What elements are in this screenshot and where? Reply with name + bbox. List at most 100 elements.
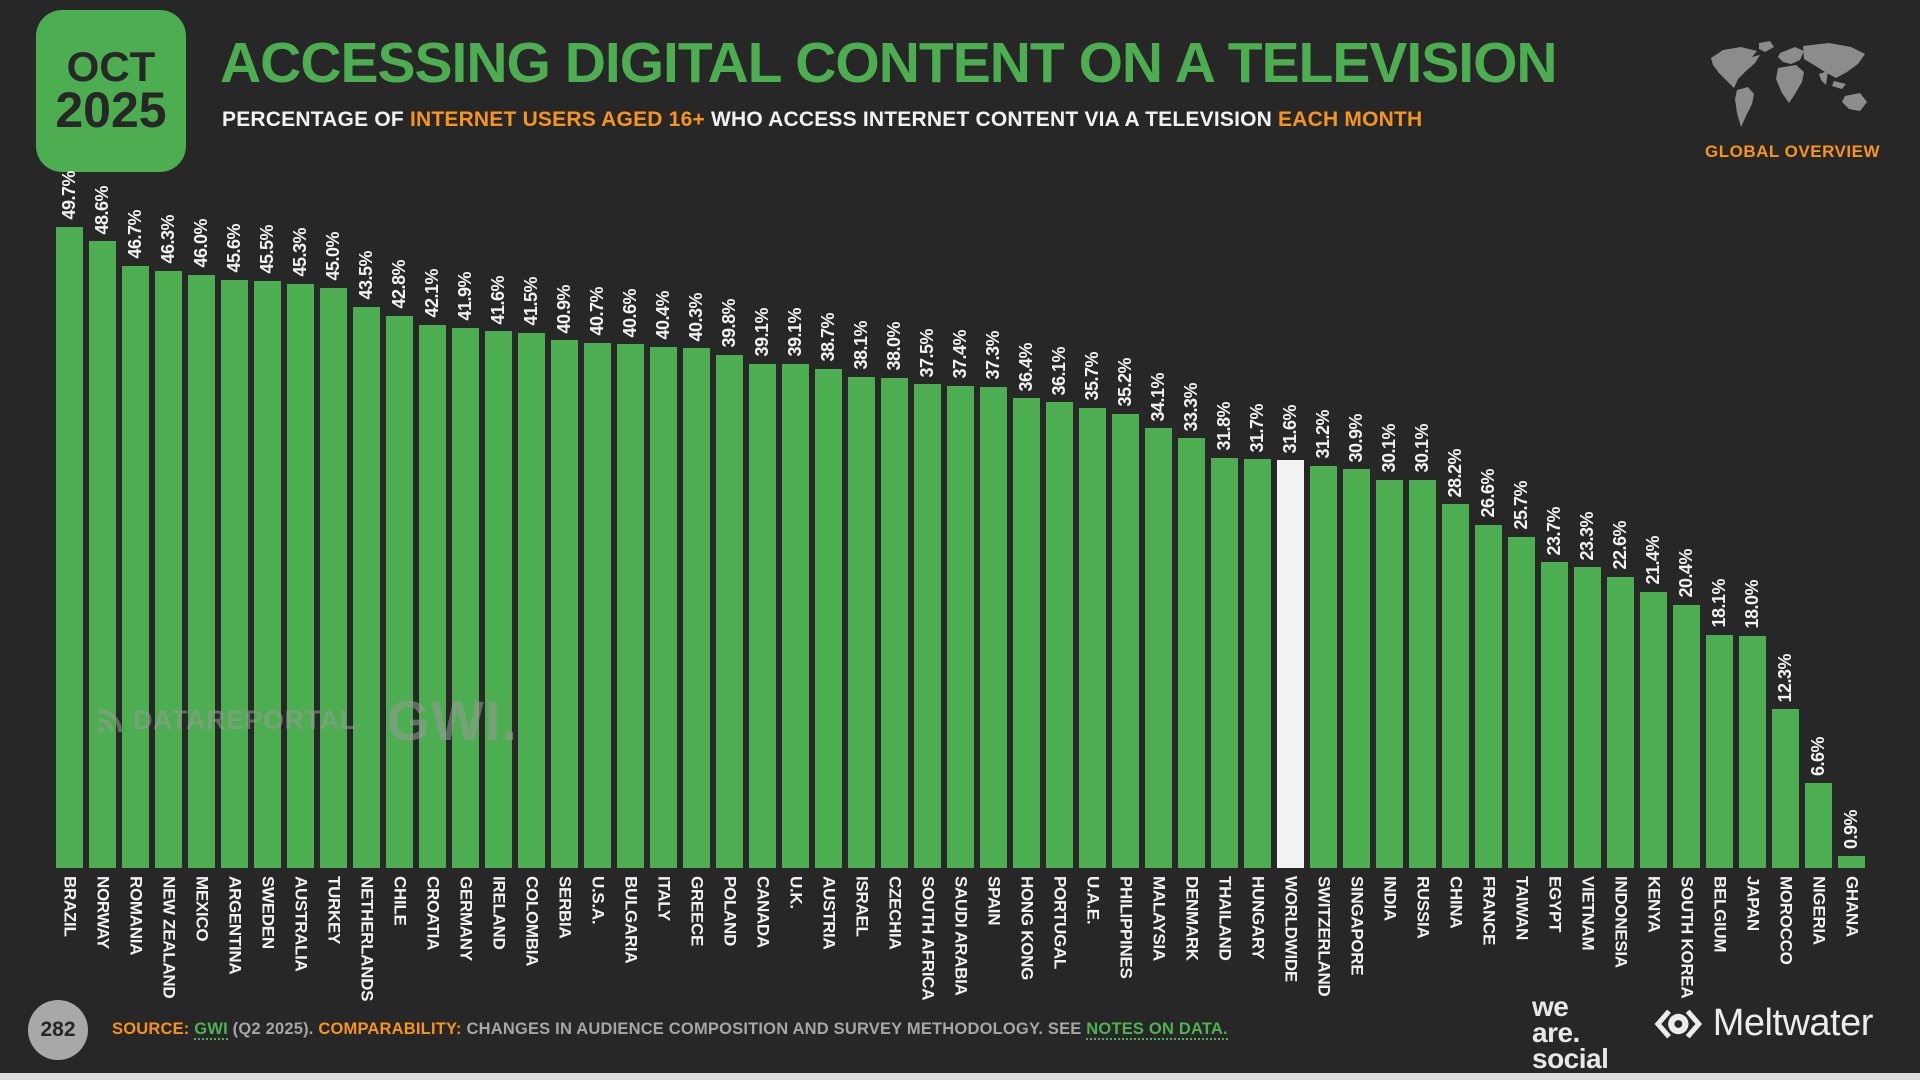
country-label-slot: CHILE	[390, 868, 410, 1068]
country-label-slot: NORWAY	[93, 868, 113, 1068]
bar-value-label: 31.8%	[1214, 402, 1234, 451]
bar	[1541, 562, 1568, 868]
bar-column: 28.2% CHINA	[1442, 160, 1469, 1068]
country-label-slot: BRAZIL	[60, 868, 80, 1068]
bar-value-label: 31.7%	[1247, 403, 1267, 453]
bar-country-label: MEXICO	[192, 876, 212, 942]
bar	[1706, 634, 1733, 868]
bar-country-label: WORLDWIDE	[1281, 876, 1301, 982]
bar-column: 39.1% CANADA	[749, 160, 776, 1068]
bar	[980, 386, 1007, 868]
bar-country-label: BULGARIA	[621, 876, 641, 964]
bar	[716, 354, 743, 868]
bar-column: 30.1% INDIA	[1376, 160, 1403, 1068]
bar-country-label: HUNGARY	[1248, 876, 1268, 960]
world-map-icon	[1710, 41, 1867, 127]
bar	[782, 363, 809, 868]
meltwater-logo: Meltwater	[1652, 1002, 1873, 1045]
bar-column: 43.5% NETHERLANDS	[353, 160, 380, 1068]
source-link[interactable]: GWI	[194, 1020, 228, 1040]
bar-country-label: NEW ZEALAND	[159, 876, 179, 999]
bar-country-label: ROMANIA	[126, 876, 146, 956]
bar-column: 40.3% GREECE	[683, 160, 710, 1068]
country-label-slot: VIETNAM	[1578, 868, 1598, 1068]
bar-column: 18.0% JAPAN	[1739, 160, 1766, 1068]
bar	[650, 346, 677, 868]
bar-column: 42.1% CROATIA	[419, 160, 446, 1068]
bar-country-label: INDIA	[1380, 876, 1400, 921]
bar-country-label: GERMANY	[456, 876, 476, 961]
country-label-slot: INDONESIA	[1611, 868, 1631, 1068]
bar	[56, 226, 83, 868]
bar-country-label: AUSTRIA	[819, 876, 839, 950]
bar-column: 37.5% SOUTH AFRICA	[914, 160, 941, 1068]
bar-column: 40.7% U.S.A.	[584, 160, 611, 1068]
date-badge-year: 2025	[55, 82, 167, 139]
bar-column: 0.9% GHANA	[1838, 160, 1865, 1068]
bar	[188, 274, 215, 868]
page-title: ACCESSING DIGITAL CONTENT ON A TELEVISIO…	[220, 31, 1558, 95]
bar-column: 31.7% HUNGARY	[1244, 160, 1271, 1068]
bar-country-label: U.S.A.	[588, 876, 608, 925]
bar-country-label: IRELAND	[489, 876, 509, 950]
country-label-slot: GHANA	[1842, 868, 1862, 1068]
source-link[interactable]: NOTES ON DATA.	[1086, 1020, 1228, 1040]
bar-value-label: 45.0%	[323, 231, 343, 281]
bar	[1046, 402, 1073, 868]
bottom-strip	[0, 1073, 1920, 1080]
bar-column: 42.8% CHILE	[386, 160, 413, 1068]
country-label-slot: GREECE	[687, 868, 707, 1068]
bar-country-label: SPAIN	[984, 876, 1004, 926]
bar-column: 31.2% SWITZERLAND	[1310, 160, 1337, 1068]
country-label-slot: U.A.E.	[1083, 868, 1103, 1068]
bar-value-label: 18.0%	[1742, 580, 1762, 629]
bar-country-label: ISRAEL	[852, 876, 872, 937]
bar-value-label: 38.1%	[851, 320, 871, 370]
bar-country-label: ITALY	[654, 876, 674, 921]
bar-value-label: 46.7%	[125, 210, 145, 259]
bar	[485, 331, 512, 868]
country-label-slot: SPAIN	[984, 868, 1004, 1068]
country-label-slot: CROATIA	[423, 868, 443, 1068]
country-label-slot: NETHERLANDS	[357, 868, 377, 1068]
country-label-slot: PHILIPPINES	[1116, 868, 1136, 1068]
bar-country-label: TURKEY	[324, 876, 344, 945]
bar	[1343, 469, 1370, 868]
bar-value-label: 30.1%	[1379, 424, 1399, 473]
date-badge: OCT 2025	[36, 10, 186, 172]
bar-column: 49.7% BRAZIL	[56, 160, 83, 1068]
we-are-social-line: are.	[1532, 1016, 1580, 1048]
country-label-slot: POLAND	[720, 868, 740, 1068]
we-are-social-logo: we are. social	[1532, 993, 1609, 1074]
bar	[881, 377, 908, 868]
bar-country-label: MALAYSIA	[1149, 876, 1169, 961]
bar-country-label: SINGAPORE	[1347, 876, 1367, 976]
we-are-social-line: social	[1532, 1042, 1609, 1074]
bar-country-label: INDONESIA	[1611, 876, 1631, 968]
bar-column: 45.0% TURKEY	[320, 160, 347, 1068]
bar	[89, 241, 116, 868]
bar-value-label: 46.0%	[191, 219, 211, 268]
text-run: EACH MONTH	[1278, 108, 1423, 131]
bar	[584, 343, 611, 868]
page-number-badge: 282	[28, 1000, 88, 1060]
bar-column: 35.2% PHILIPPINES	[1112, 160, 1139, 1068]
bar	[1178, 438, 1205, 868]
bar	[1079, 407, 1106, 868]
bar	[1211, 457, 1238, 868]
bar	[287, 283, 314, 868]
bar	[1442, 504, 1469, 868]
bar-value-label: 45.3%	[290, 228, 310, 277]
bar-column: 38.0% CZECHIA	[881, 160, 908, 1068]
meltwater-logo-icon	[1654, 1009, 1703, 1038]
bar-value-label: 40.7%	[587, 287, 607, 336]
bar-value-label: 39.1%	[785, 308, 805, 357]
bar-value-label: 41.6%	[488, 275, 508, 325]
bar	[1508, 536, 1535, 868]
bar-column: 18.1% BELGIUM	[1706, 160, 1733, 1068]
text-run: COMPARABILITY:	[318, 1020, 462, 1038]
gwi-watermark-text: GWI.	[386, 689, 519, 752]
bar-column: 45.5% SWEDEN	[254, 160, 281, 1068]
country-label-slot: ARGENTINA	[225, 868, 245, 1068]
country-label-slot: U.K.	[786, 868, 806, 1068]
